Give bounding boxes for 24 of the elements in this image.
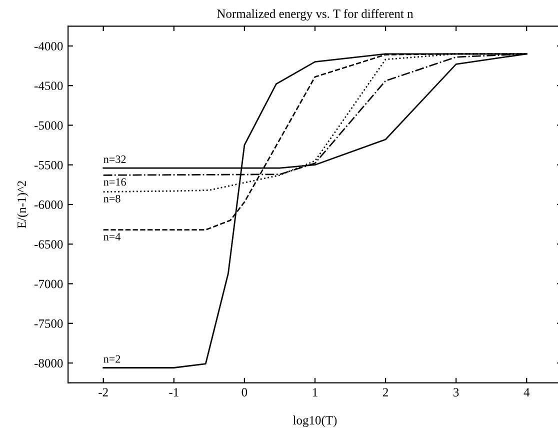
series-label: n=8	[104, 194, 120, 202]
x-tick-label: 4	[524, 388, 530, 396]
chart-title: Normalized energy vs. T for different n	[217, 9, 414, 21]
series-label: n=2	[104, 355, 120, 363]
y-tick-label: -6000	[34, 200, 63, 209]
x-axis-title: log10(T)	[293, 416, 337, 428]
y-tick-label: -4000	[34, 42, 63, 50]
y-tick-label: -6500	[34, 240, 63, 249]
x-tick-label: 3	[454, 388, 459, 396]
x-tick-label: 0	[242, 388, 248, 396]
y-tick-label: -8000	[34, 359, 63, 368]
y-tick-label: -5500	[34, 160, 63, 170]
y-tick-label: -7500	[34, 319, 63, 328]
series-label: n=32	[104, 156, 126, 163]
x-tick-label: 1	[312, 388, 318, 396]
series-label: n=4	[104, 233, 121, 240]
y-tick-label: -7000	[34, 280, 63, 288]
x-tick-label: -2	[98, 388, 108, 396]
series-label: n=16	[104, 178, 126, 186]
y-tick-label: -4500	[34, 82, 63, 90]
y-axis-title: E/(n-1)^2	[17, 181, 28, 228]
x-tick-label: 2	[382, 388, 388, 396]
y-tick-label: -5000	[34, 121, 63, 130]
x-tick-label: -1	[169, 388, 178, 396]
